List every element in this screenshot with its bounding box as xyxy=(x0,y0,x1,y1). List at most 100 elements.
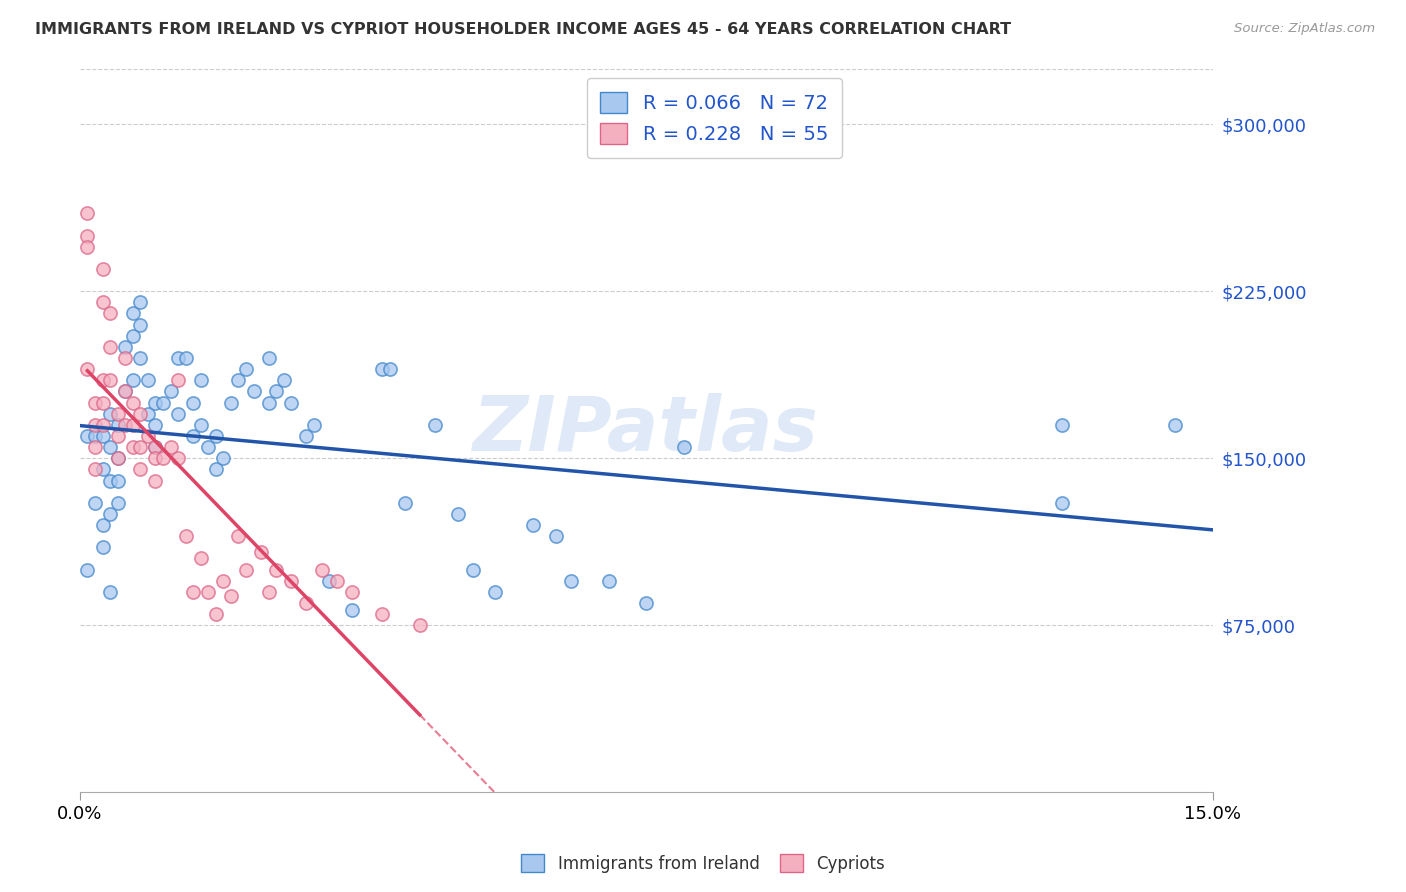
Point xyxy=(107,474,129,488)
Point xyxy=(145,417,167,432)
Point xyxy=(197,585,219,599)
Point xyxy=(167,351,190,365)
Text: Source: ZipAtlas.com: Source: ZipAtlas.com xyxy=(1234,22,1375,36)
Point xyxy=(145,451,167,466)
Point xyxy=(409,618,432,632)
Point xyxy=(107,451,129,466)
Point xyxy=(129,407,152,421)
Point xyxy=(91,395,114,409)
Point xyxy=(250,545,273,559)
Point xyxy=(107,429,129,443)
Point xyxy=(228,529,250,543)
Point xyxy=(295,596,318,610)
Point xyxy=(446,507,468,521)
Point xyxy=(145,474,167,488)
Point xyxy=(129,295,152,310)
Point xyxy=(76,429,98,443)
Point xyxy=(280,574,302,588)
Text: IMMIGRANTS FROM IRELAND VS CYPRIOT HOUSEHOLDER INCOME AGES 45 - 64 YEARS CORRELA: IMMIGRANTS FROM IRELAND VS CYPRIOT HOUSE… xyxy=(35,22,1011,37)
Point xyxy=(378,362,401,376)
Point xyxy=(91,462,114,476)
Point xyxy=(257,585,280,599)
Point xyxy=(212,574,235,588)
Point xyxy=(91,373,114,387)
Point xyxy=(84,440,107,454)
Point xyxy=(121,373,143,387)
Point xyxy=(114,384,136,399)
Point xyxy=(190,373,212,387)
Point xyxy=(129,462,152,476)
Point xyxy=(76,563,98,577)
Point xyxy=(544,529,567,543)
Point xyxy=(257,395,280,409)
Point xyxy=(167,451,190,466)
Point xyxy=(204,607,226,621)
Point xyxy=(107,451,129,466)
Point xyxy=(340,602,363,616)
Point xyxy=(114,340,136,354)
Point xyxy=(107,496,129,510)
Point xyxy=(114,351,136,365)
Point xyxy=(98,585,121,599)
Point xyxy=(76,240,98,254)
Point xyxy=(280,395,302,409)
Point xyxy=(91,262,114,277)
Point xyxy=(394,496,416,510)
Point xyxy=(197,440,219,454)
Point xyxy=(257,351,280,365)
Point xyxy=(219,395,242,409)
Point xyxy=(484,585,506,599)
Point xyxy=(129,440,152,454)
Point xyxy=(340,585,363,599)
Point xyxy=(318,574,340,588)
Point xyxy=(98,407,121,421)
Legend: R = 0.066   N = 72, R = 0.228   N = 55: R = 0.066 N = 72, R = 0.228 N = 55 xyxy=(586,78,842,158)
Point xyxy=(219,590,242,604)
Point xyxy=(461,563,484,577)
Point xyxy=(242,384,264,399)
Point xyxy=(84,429,107,443)
Point xyxy=(159,384,181,399)
Point xyxy=(84,462,107,476)
Point xyxy=(107,407,129,421)
Point xyxy=(228,373,250,387)
Point xyxy=(114,384,136,399)
Point xyxy=(91,429,114,443)
Point xyxy=(167,407,190,421)
Point xyxy=(136,407,159,421)
Point xyxy=(159,440,181,454)
Point xyxy=(114,417,136,432)
Point xyxy=(181,429,204,443)
Point xyxy=(212,451,235,466)
Point xyxy=(152,451,174,466)
Point xyxy=(121,417,143,432)
Point xyxy=(76,362,98,376)
Point xyxy=(91,295,114,310)
Point xyxy=(84,496,107,510)
Point xyxy=(264,563,287,577)
Point xyxy=(98,440,121,454)
Point xyxy=(152,395,174,409)
Point xyxy=(423,417,446,432)
Point xyxy=(145,440,167,454)
Point xyxy=(235,362,257,376)
Point xyxy=(371,362,394,376)
Point xyxy=(295,429,318,443)
Point xyxy=(84,395,107,409)
Point xyxy=(264,384,287,399)
Point xyxy=(98,340,121,354)
Point xyxy=(636,596,658,610)
Point xyxy=(98,373,121,387)
Point xyxy=(98,507,121,521)
Point xyxy=(1050,417,1073,432)
Point xyxy=(325,574,347,588)
Point xyxy=(1164,417,1187,432)
Point xyxy=(181,395,204,409)
Point xyxy=(204,462,226,476)
Point xyxy=(167,373,190,387)
Point xyxy=(91,518,114,533)
Point xyxy=(136,429,159,443)
Point xyxy=(1050,496,1073,510)
Point xyxy=(129,318,152,332)
Point xyxy=(84,417,107,432)
